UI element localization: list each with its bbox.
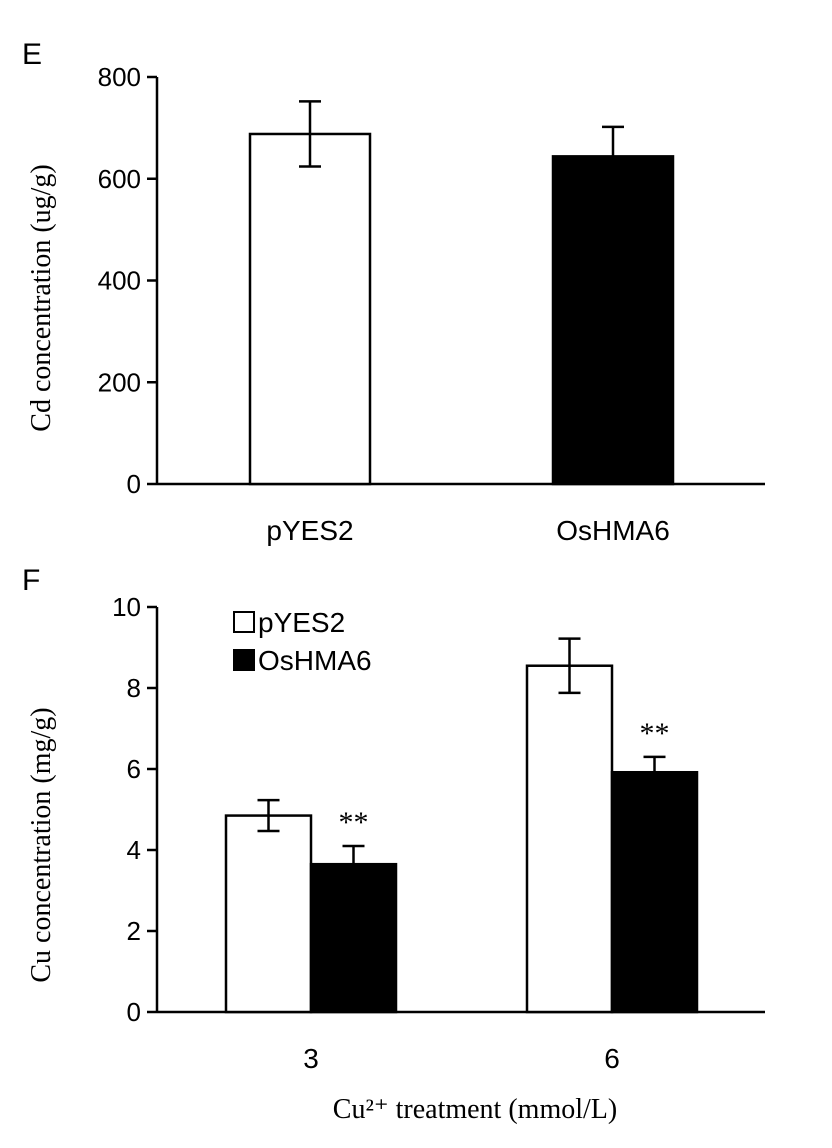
panel-f-y-tick-label: 6 (127, 754, 141, 784)
panel-e-bar-oshma6 (551, 155, 675, 486)
panel-f-bar-oshma6-3 (309, 862, 398, 1014)
panel-e-y-tick-label: 800 (98, 62, 141, 92)
legend-swatch-oshma6 (233, 649, 255, 671)
panel-e: E Cd concentration (ug/g) 0 200 400 600 800 p… (22, 38, 765, 546)
panel-f-y-tick-label: 4 (127, 835, 141, 865)
panel-f-y-tick-label: 2 (127, 916, 141, 946)
panel-e-x-tick-label: OsHMA6 (556, 515, 670, 546)
panel-e-y-tick-label: 600 (98, 164, 141, 194)
panel-e-y-tick-label: 400 (98, 266, 141, 296)
legend-swatch-pyes2 (233, 611, 255, 633)
panel-f-significance-marker: ** (640, 717, 670, 750)
panel-f-bar-pyes2-3 (224, 814, 313, 1014)
panel-f-x-tick-label: 6 (604, 1043, 620, 1074)
panel-f-x-axis-label: Cu²⁺ treatment (mmol/L) (333, 1094, 617, 1125)
panel-f-legend: pYES2 OsHMA6 (233, 607, 372, 676)
panel-f-x-tick-label: 3 (303, 1043, 319, 1074)
panel-f-y-tick-label: 0 (127, 997, 141, 1027)
panel-e-bar-pyes2 (248, 132, 372, 486)
panel-f-letter: F (22, 564, 40, 597)
panel-f-y-tick-label: 10 (112, 592, 141, 622)
panel-f-y-axis-label: Cu concentration (mg/g) (26, 707, 57, 982)
panel-f-bar-oshma6-6 (610, 770, 699, 1014)
panel-e-letter: E (22, 38, 42, 71)
legend-label-oshma6: OsHMA6 (258, 645, 372, 676)
panel-f: F Cu concentration (mg/g) 0 2 4 6 8 10 ** 3 ** 6 p… (22, 564, 765, 1125)
panel-e-x-tick-label: pYES2 (266, 515, 353, 546)
panel-f-y-tick-label: 8 (127, 673, 141, 703)
panel-e-plot-area: 0 200 400 600 800 pYES2 OsHMA6 (98, 62, 765, 546)
panel-f-bar-pyes2-6 (525, 664, 614, 1014)
panel-e-y-tick-label: 200 (98, 367, 141, 397)
panel-f-significance-marker: ** (339, 806, 369, 839)
legend-label-pyes2: pYES2 (258, 607, 345, 638)
panel-f-plot-area: 0 2 4 6 8 10 ** 3 ** 6 pYES2 OsHMA6 (112, 592, 765, 1074)
panel-e-y-tick-label: 0 (127, 469, 141, 499)
panel-e-y-axis-label: Cd concentration (ug/g) (26, 164, 57, 431)
